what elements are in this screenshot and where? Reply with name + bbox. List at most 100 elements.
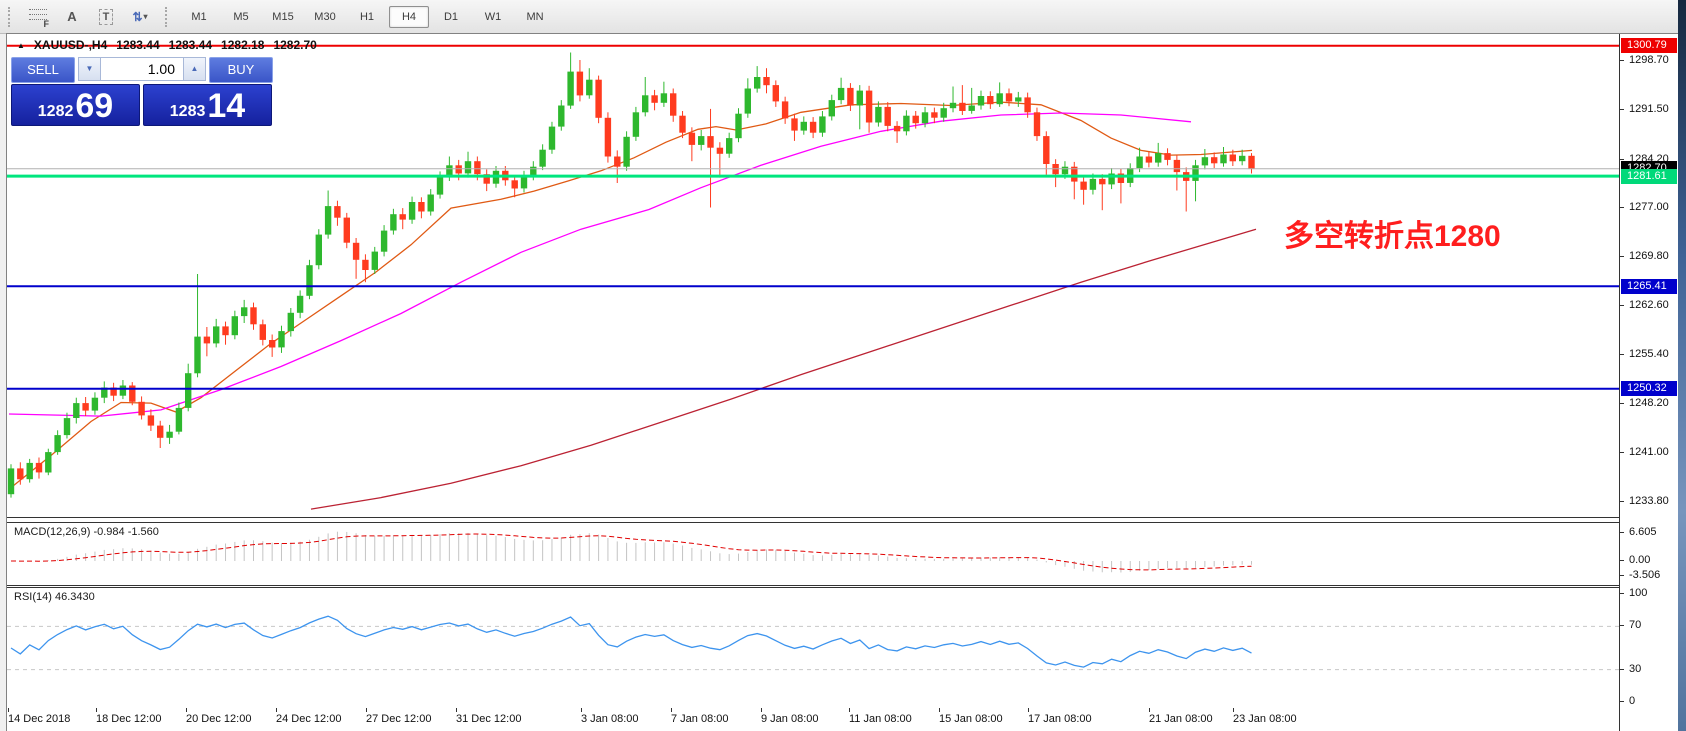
candle-body xyxy=(343,217,350,243)
object-tools-group: F A T ⇅ ▾ xyxy=(21,4,157,30)
buy-price-tile[interactable]: 1283 14 xyxy=(143,84,272,126)
sell-price-tile[interactable]: 1282 69 xyxy=(11,84,140,126)
price-chart-panel[interactable]: ▲ XAUUSD-,H4 1283.44 1283.44 1282.18 128… xyxy=(7,34,1619,518)
rsi-line xyxy=(10,615,1252,668)
candle-body xyxy=(1248,155,1255,169)
scale-value: -3.506 xyxy=(1629,569,1661,581)
scale-tick xyxy=(1620,256,1624,257)
rsi-label: RSI(14) 46.3430 xyxy=(14,591,95,603)
arrow-objects-icon[interactable]: ⇅ ▾ xyxy=(132,9,148,24)
ma-mid-line xyxy=(8,112,1192,417)
scale-tick xyxy=(1620,625,1624,626)
candle-body xyxy=(670,93,677,116)
buy-price-big-figure: 1283 xyxy=(169,103,206,120)
candle-body xyxy=(54,435,61,453)
price-marker-badge: 1281.61 xyxy=(1621,169,1677,184)
candle-body xyxy=(194,336,201,374)
price-scale[interactable]: 1298.70 1291.50 1284.20 1277.00 1269.80 1262.… xyxy=(1619,34,1680,731)
scale-tick xyxy=(1620,532,1624,533)
toolbar-grip[interactable] xyxy=(8,6,15,27)
candle-body xyxy=(595,79,602,118)
candle-body xyxy=(1061,166,1069,175)
candle-body xyxy=(241,307,248,317)
scale-value: 100 xyxy=(1629,587,1648,599)
time-label: 18 Dec 12:00 xyxy=(96,713,162,725)
candle-body xyxy=(576,71,584,96)
rsi-indicator-panel[interactable]: RSI(14) 46.3430 xyxy=(7,587,1619,710)
macd-label: MACD(12,26,9) -0.984 -1.560 xyxy=(14,526,159,538)
timeframe-button-m5[interactable]: M5 xyxy=(233,10,249,23)
candle-body xyxy=(614,156,621,167)
candle-body xyxy=(707,136,714,148)
candle-body xyxy=(1145,156,1153,163)
timeframe-button-mn[interactable]: MN xyxy=(526,10,544,23)
scale-tick xyxy=(1620,403,1624,404)
candle-body xyxy=(698,136,705,145)
candlestick-chart[interactable] xyxy=(7,34,1619,517)
candle-body xyxy=(781,101,789,119)
candle-body xyxy=(977,96,985,106)
candle-body xyxy=(679,115,686,133)
candle-body xyxy=(222,326,229,336)
volume-input[interactable]: 1.00 xyxy=(101,57,183,81)
text-box-icon[interactable]: T xyxy=(92,4,120,30)
candle-body xyxy=(17,468,24,480)
candle-body xyxy=(474,161,481,175)
time-tick xyxy=(186,708,187,712)
candle-body xyxy=(1192,165,1199,181)
sell-button[interactable]: SELL xyxy=(11,57,75,83)
fibonacci-icon[interactable]: F xyxy=(24,4,52,30)
candle-body xyxy=(334,206,341,218)
candle-body xyxy=(213,326,220,344)
time-tick xyxy=(276,708,277,712)
buy-button[interactable]: BUY xyxy=(209,57,273,83)
timeframe-button-h4[interactable]: H4 xyxy=(389,5,429,28)
time-tick xyxy=(366,708,367,712)
volume-decrease-button[interactable]: ▼ xyxy=(78,57,101,81)
timeframe-button-m30[interactable]: M30 xyxy=(314,10,336,23)
candle-body xyxy=(1164,153,1171,160)
candle-body xyxy=(949,102,957,109)
candle-body xyxy=(175,407,183,432)
sell-price-pips: 69 xyxy=(75,87,114,126)
candle-body xyxy=(791,118,798,131)
scale-value: 1241.00 xyxy=(1629,446,1669,458)
candle-body xyxy=(63,418,71,436)
candle-body xyxy=(436,176,444,195)
candle-body xyxy=(91,397,99,411)
candle-body xyxy=(380,230,388,252)
time-axis[interactable]: 14 Dec 2018 18 Dec 12:00 20 Dec 12:00 24 De… xyxy=(7,708,1679,731)
macd-indicator-panel[interactable]: MACD(12,26,9) -0.984 -1.560 xyxy=(7,522,1619,586)
timeframe-button-m15[interactable]: M15 xyxy=(272,10,294,23)
candle-body xyxy=(73,403,80,418)
candle-body xyxy=(1005,93,1013,102)
scale-tick xyxy=(1620,305,1624,306)
buy-price-pips: 14 xyxy=(207,87,246,126)
scale-tick xyxy=(1620,501,1624,502)
candle-body xyxy=(539,149,546,167)
volume-stepper: ▼ 1.00 ▲ xyxy=(78,57,206,81)
timeframe-button-m1[interactable]: M1 xyxy=(191,10,207,23)
timeframe-button-w1[interactable]: W1 xyxy=(484,10,502,23)
candle-body xyxy=(604,117,612,157)
candle-body xyxy=(903,115,910,132)
volume-increase-button[interactable]: ▲ xyxy=(183,57,206,81)
time-label: 23 Jan 08:00 xyxy=(1233,713,1297,725)
scale-value: 1255.40 xyxy=(1629,348,1669,360)
candle-body xyxy=(464,161,472,174)
candle-body xyxy=(278,331,285,348)
one-click-trade-widget: SELL ▼ 1.00 ▲ BUY 1282 69 1283 14 xyxy=(11,57,273,126)
timeframe-button-h1[interactable]: H1 xyxy=(359,10,375,23)
scale-value: 0.00 xyxy=(1629,554,1651,566)
time-label: 20 Dec 12:00 xyxy=(186,713,252,725)
text-label-icon[interactable]: A xyxy=(67,9,77,24)
timeframe-button-d1[interactable]: D1 xyxy=(443,10,459,23)
collapse-trade-panel-icon[interactable]: ▲ xyxy=(17,40,25,50)
candle-body xyxy=(847,87,854,106)
toolbar-grip-2[interactable] xyxy=(165,6,172,27)
candle-body xyxy=(185,373,192,408)
price-marker-badge: 1265.41 xyxy=(1621,279,1677,294)
open-value: 1283.44 xyxy=(116,38,160,52)
candle-body xyxy=(660,93,668,103)
scale-value: 1298.70 xyxy=(1629,54,1669,66)
